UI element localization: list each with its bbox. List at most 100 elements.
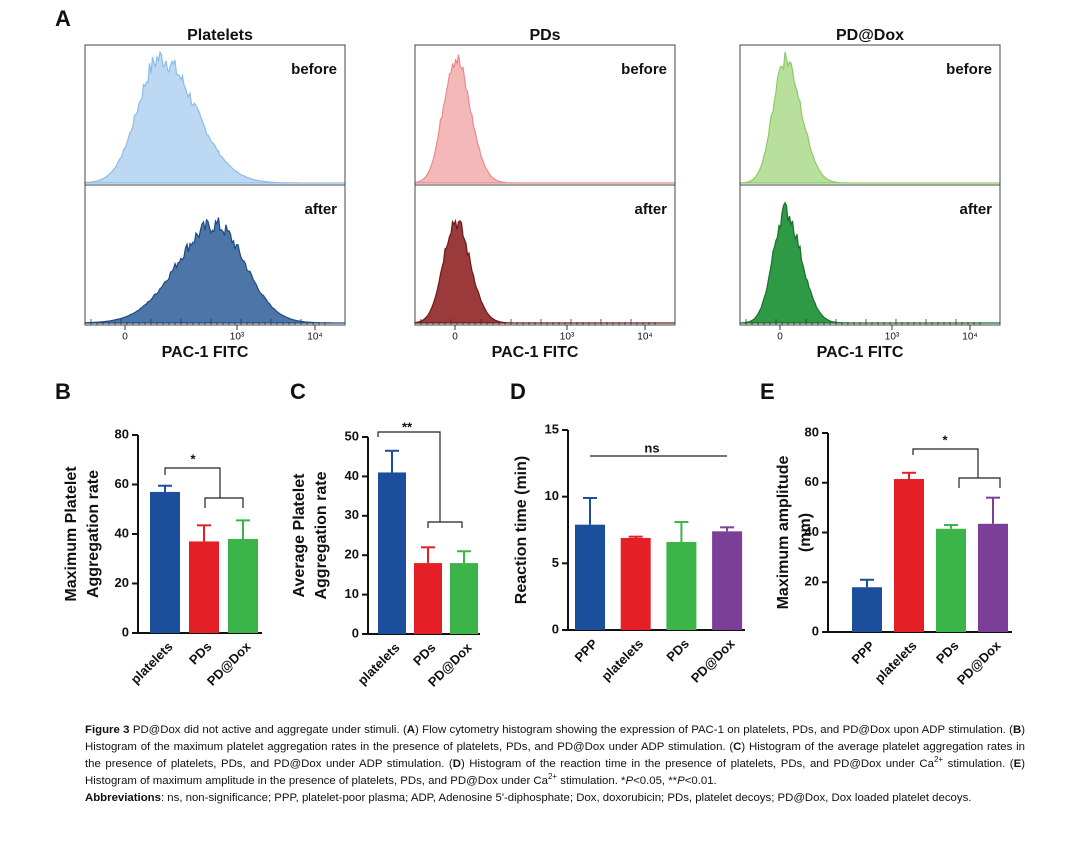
y-tick-label: 40 [115,525,129,540]
histogram-curve [414,218,675,324]
bar [712,531,743,630]
bar [575,524,605,630]
bar [378,472,406,634]
caption-text: D [452,758,461,770]
figure: A Platelets before after 0 10³ 10⁴ PAC-1 FITC P… [55,6,1012,690]
caption-text: stimulation. * [557,775,626,787]
row-label: before [621,61,667,78]
y-tick-label: 0 [812,623,819,638]
x-axis-label: PAC-1 FITC [492,344,579,361]
bar [978,523,1008,632]
significance-bracket [912,448,979,478]
y-tick-label: 0 [122,624,129,639]
caption: Figure 3 PD@Dox did not active and aggre… [85,722,1025,807]
x-tick-label: platelets [128,639,176,687]
significance-bracket [204,497,244,508]
y-tick-label: 40 [345,468,359,483]
caption-text: Figure 3 [85,724,130,736]
y-tick-label: 40 [805,524,819,539]
panel-title: PD@Dox [836,27,904,44]
bar [189,541,219,633]
x-tick-label: 10³ [230,332,245,343]
x-tick-label: 10⁴ [962,332,977,343]
x-tick-label: 10³ [560,332,575,343]
significance-label: ** [402,419,413,434]
caption-text: P [625,775,634,787]
y-tick-label: 20 [115,575,129,590]
y-tick-label: 60 [115,476,129,491]
y-tick-label: 5 [552,555,559,570]
x-tick-label: PDs [933,638,961,666]
y-tick-label: 50 [345,428,359,443]
significance-label: * [190,451,196,466]
significance-bracket [164,467,221,498]
bar [852,587,882,632]
bar [150,491,180,633]
caption-paragraph: Figure 3 PD@Dox did not active and aggre… [85,722,1025,790]
histogram-curve [739,51,1000,184]
histogram-curve [84,217,345,324]
panel-label: B [55,379,71,404]
x-tick-label: PDs [410,640,438,668]
y-tick-label: 10 [345,586,359,601]
caption-text: ) Histogram of the maximum platelet aggr… [85,724,1025,753]
x-tick-label: platelets [598,636,646,684]
x-axis-label: PAC-1 FITC [162,344,249,361]
caption-text: stimulation. ( [943,758,1014,770]
x-tick-label: 10³ [885,332,900,343]
x-tick-label: 0 [777,332,783,343]
y-tick-label: 15 [545,421,559,436]
y-axis-label: (mm) [797,513,814,552]
y-axis-label: Maximum Platelet [63,466,80,602]
histogram-curve [739,201,1000,324]
y-tick-label: 80 [805,424,819,439]
caption-paragraph: Abbreviations: ns, non-significance; PPP… [85,790,1025,807]
x-tick-label: PDs [663,636,691,664]
caption-text: ) Histogram of maximum amplitude in the … [85,758,1026,787]
caption-text: ) Histogram of the average platelet aggr… [85,741,1025,770]
y-axis-label: Aggregation rate [313,471,330,599]
panel-label: E [760,379,775,404]
bar [450,563,478,634]
panel-title: Platelets [187,27,253,44]
x-tick-label: PD@Dox [688,635,738,685]
x-tick-label: PD@Dox [954,637,1004,687]
bar [228,538,258,633]
bar [620,538,651,630]
caption-text: C [733,741,742,753]
x-tick-label: PD@Dox [204,638,254,688]
x-tick-label: 10⁴ [307,332,322,343]
x-tick-label: platelets [355,640,403,688]
caption-text: ) Flow cytometry histogram showing the e… [414,724,1013,736]
caption-text: ) Histogram of the reaction time in the … [460,758,934,770]
significance-label: ns [644,440,659,455]
x-tick-label: PPP [849,638,878,667]
y-tick-label: 20 [805,574,819,589]
y-tick-label: 30 [345,507,359,522]
y-axis-label: Aggregation rate [85,470,102,598]
x-tick-label: 0 [122,332,128,343]
x-tick-label: PDs [186,639,214,667]
caption-text: 2+ [933,755,944,765]
y-tick-label: 60 [805,474,819,489]
panel-label: A [55,6,71,31]
panel-label: D [510,379,526,404]
bar [894,479,924,632]
x-axis-label: PAC-1 FITC [817,344,904,361]
panel-title: PDs [529,27,560,44]
caption-text: <0.05, ** [633,775,678,787]
y-tick-label: 20 [345,547,359,562]
x-tick-label: 10⁴ [637,332,652,343]
y-tick-label: 0 [552,621,559,636]
x-tick-label: PPP [572,636,601,665]
significance-bracket [427,521,463,528]
x-tick-label: platelets [872,638,920,686]
panel-label: C [290,379,306,404]
caption-text: 2+ [547,772,558,782]
y-tick-label: 10 [545,488,559,503]
row-label: before [946,61,992,78]
bar [936,528,966,632]
significance-bracket [377,431,441,522]
bar [666,542,697,630]
